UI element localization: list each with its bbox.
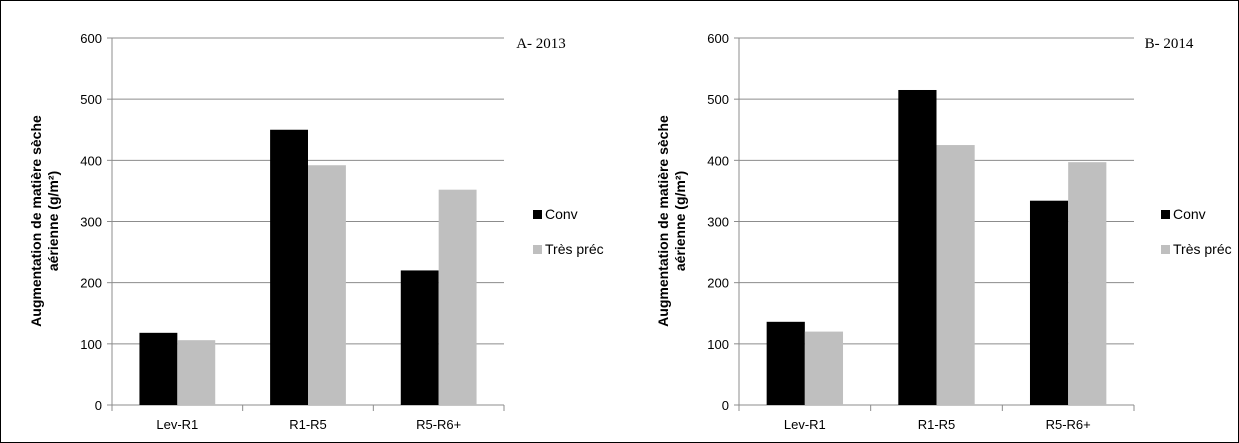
y-tick-label: 500 — [80, 92, 102, 107]
x-tick-label: R5-R6+ — [1046, 417, 1091, 432]
panel-title: B- 2014 — [1145, 36, 1194, 52]
y-axis-label-line: aérienne (g/m²) — [672, 171, 688, 271]
y-axis-label-line: Augmentation de matière sèche — [655, 115, 671, 327]
x-tick-label: R1-R5 — [918, 417, 956, 432]
legend-swatch — [533, 245, 542, 254]
y-tick-label: 200 — [80, 276, 102, 291]
x-tick-label: Lev-R1 — [156, 417, 198, 432]
bar-conv-r1-r5 — [270, 129, 308, 405]
x-tick-label: R1-R5 — [289, 417, 327, 432]
bar-tr-s-pr-c-r5-r6- — [438, 189, 477, 405]
bar-tr-s-pr-c-lev-r1 — [804, 331, 844, 405]
bar-conv-r1-r5 — [898, 89, 937, 405]
y-tick-label: 500 — [707, 92, 729, 107]
y-tick-label: 600 — [80, 31, 102, 46]
y-axis-label: Augmentation de matière sècheaérienne (g… — [28, 115, 61, 327]
y-tick-label: 0 — [722, 398, 729, 413]
legend-swatch — [533, 210, 542, 219]
x-tick-label: R5-R6+ — [416, 417, 461, 432]
bar-conv-lev-r1 — [139, 332, 178, 405]
bar-tr-s-pr-c-r1-r5 — [936, 145, 975, 405]
bar-conv-r5-r6- — [400, 270, 439, 405]
panel-title: A- 2013 — [516, 36, 566, 52]
bar-tr-s-pr-c-lev-r1 — [177, 340, 216, 405]
y-tick-label: 300 — [707, 215, 729, 230]
legend-swatch — [1161, 210, 1170, 219]
x-tick-label: Lev-R1 — [784, 417, 826, 432]
y-axis-label-line: aérienne (g/m²) — [45, 171, 61, 271]
y-axis-label: Augmentation de matière sècheaérienne (g… — [655, 115, 688, 327]
y-tick-label: 100 — [707, 337, 729, 352]
legend-label: Très préc — [1173, 241, 1232, 257]
bar-conv-lev-r1 — [766, 321, 805, 405]
y-tick-label: 400 — [80, 153, 102, 168]
y-axis-label-line: Augmentation de matière sèche — [28, 115, 44, 327]
legend-label: Conv — [1173, 206, 1206, 222]
y-tick-label: 100 — [80, 337, 102, 352]
bar-conv-r5-r6- — [1029, 200, 1069, 405]
chart-panel-2: 0 100 200 300 400 500 600 Lev-R1 R1-R5 R5-R6+ B- 2… — [655, 31, 1232, 432]
chart-panel-1: 0 100 200 300 400 500 600 Lev-R1 R1-R5 R5-R6+ A- 2… — [28, 31, 604, 432]
y-tick-label: 300 — [80, 215, 102, 230]
y-tick-label: 400 — [707, 153, 729, 168]
y-tick-label: 200 — [707, 276, 729, 291]
bar-tr-s-pr-c-r5-r6- — [1068, 162, 1107, 405]
legend-swatch — [1161, 245, 1170, 254]
y-tick-label: 0 — [95, 398, 102, 413]
y-tick-label: 600 — [707, 31, 729, 46]
bar-tr-s-pr-c-r1-r5 — [308, 165, 346, 405]
legend-label: Conv — [545, 206, 578, 222]
legend-label: Très préc — [545, 241, 604, 257]
